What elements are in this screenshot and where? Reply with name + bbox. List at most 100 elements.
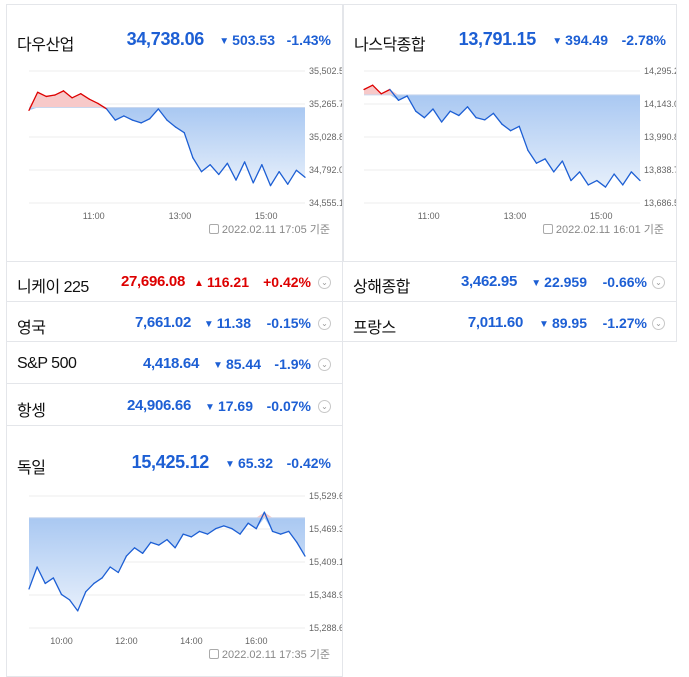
index-percent: -1.43% xyxy=(286,32,331,48)
series-line-segment xyxy=(255,511,266,530)
dow-card[interactable]: 다우산업 34,738.06 ▼503.53 -1.43% 35,502.563… xyxy=(6,4,343,262)
series-line-segment xyxy=(101,566,111,579)
series-line-segment xyxy=(85,582,95,593)
nikkei-row[interactable]: 니케이 225 27,696.08 ▲ 116.21 +0.42% ⌄ xyxy=(6,262,343,302)
series-line-segment xyxy=(97,102,108,110)
series-line-segment xyxy=(125,547,136,557)
shanghai-row[interactable]: 상해종합 3,462.95 ▼ 22.959 -0.66% ⌄ xyxy=(343,262,677,302)
series-line-segment xyxy=(231,528,241,535)
series-line-segment xyxy=(466,106,477,119)
x-tick-label: 10:00 xyxy=(50,636,73,646)
x-tick-label: 11:00 xyxy=(83,211,105,221)
series-area-up xyxy=(364,85,640,95)
y-tick-label: 15,469.38 xyxy=(309,524,342,534)
series-line-segment xyxy=(190,530,201,538)
chevron-down-icon[interactable]: ⌄ xyxy=(318,400,331,413)
chevron-down-icon[interactable]: ⌄ xyxy=(318,276,331,289)
index-percent: -1.27% xyxy=(602,315,647,331)
series-line-segment xyxy=(458,106,469,117)
france-row[interactable]: 프랑스 7,011.60 ▼ 89.95 -1.27% ⌄ xyxy=(343,302,677,342)
series-line-segment xyxy=(206,528,217,535)
index-name: 상해종합 xyxy=(353,279,410,296)
series-line-segment xyxy=(192,157,203,173)
series-line-segment xyxy=(158,538,168,546)
x-tick-label: 12:00 xyxy=(115,636,138,646)
index-value: 4,418.64 xyxy=(143,355,199,372)
chevron-down-icon[interactable]: ⌄ xyxy=(318,317,331,330)
y-tick-label: 13,686.55 xyxy=(644,198,676,208)
index-value: 34,738.06 xyxy=(126,29,205,49)
hangseng-row[interactable]: 항셍 24,906.66 ▼ 17.69 -0.07% ⌄ xyxy=(6,384,343,426)
uk-row[interactable]: 영국 7,661.02 ▼ 11.38 -0.15% ⌄ xyxy=(6,302,343,342)
germany-card[interactable]: 독일 15,425.12 ▼65.32 -0.42% 15,529.61 15,4… xyxy=(6,426,343,677)
series-line-segment xyxy=(295,169,306,178)
sp500-row[interactable]: S&P 500 4,418.64 ▼ 85.44 -1.9% ⌄ xyxy=(6,342,343,384)
series-line-segment xyxy=(114,115,125,121)
series-line-segment xyxy=(36,91,47,98)
series-line-segment xyxy=(36,566,46,585)
series-line-segment xyxy=(62,90,73,99)
series-line-segment xyxy=(157,108,168,121)
down-arrow-icon: ▼ xyxy=(203,319,214,330)
y-tick-label: 13,990.89 xyxy=(644,132,676,142)
down-arrow-icon: ▼ xyxy=(552,36,563,47)
y-tick-label: 35,265.72 xyxy=(309,99,342,109)
series-line-segment xyxy=(44,577,55,585)
series-line-segment xyxy=(68,599,79,612)
series-area-down xyxy=(29,107,305,186)
series-line-segment xyxy=(239,522,249,535)
y-tick-label: 15,409.15 xyxy=(309,557,342,567)
x-tick-label: 16:00 xyxy=(245,636,268,646)
index-change: ▼ 17.69 xyxy=(205,398,253,414)
series-area-up xyxy=(29,90,305,108)
y-tick-label: 34,555.19 xyxy=(309,198,342,208)
index-value: 7,011.60 xyxy=(467,314,523,331)
index-value: 15,425.12 xyxy=(131,452,210,472)
clock-icon xyxy=(542,224,553,234)
nasdaq-card[interactable]: 나스닥종합 13,791.15 ▼394.49 -2.78% 14,295.23… xyxy=(343,4,677,262)
index-change: ▼ 503.53 xyxy=(219,32,275,48)
series-line-segment xyxy=(45,94,56,98)
index-percent: -0.15% xyxy=(266,315,311,331)
y-tick-label: 15,529.61 xyxy=(309,491,342,501)
series-line-segment xyxy=(235,161,246,181)
series-line-segment xyxy=(287,169,298,185)
series-line-segment xyxy=(596,179,607,188)
index-change: ▼ 394.49 xyxy=(552,32,608,48)
index-change: ▼ 11.38 xyxy=(203,315,251,331)
index-change: ▲ 116.21 xyxy=(194,274,249,290)
timestamp: 2022.02.11 16:01 기준 xyxy=(542,221,664,237)
series-line-segment xyxy=(380,88,391,95)
series-line-segment xyxy=(174,126,185,134)
series-line-segment xyxy=(28,91,39,112)
series-line-segment xyxy=(561,160,572,182)
series-line-segment xyxy=(200,164,211,173)
series-line-segment xyxy=(622,171,633,186)
index-change: ▼ 22.959 xyxy=(531,274,587,290)
chevron-down-icon[interactable]: ⌄ xyxy=(652,276,665,289)
index-value: 27,696.08 xyxy=(120,273,185,290)
down-arrow-icon: ▼ xyxy=(539,319,549,330)
series-line-segment xyxy=(363,84,374,91)
index-name: 나스닥종합 xyxy=(354,37,426,54)
down-arrow-icon: ▼ xyxy=(213,360,223,371)
series-line-segment xyxy=(389,88,400,101)
series-line-segment xyxy=(406,95,417,112)
series-line-segment xyxy=(527,149,538,164)
series-line-segment xyxy=(123,115,134,121)
series-line-segment xyxy=(501,123,512,132)
chevron-down-icon[interactable]: ⌄ xyxy=(318,358,331,371)
index-name: 영국 xyxy=(17,320,46,337)
index-name: 독일 xyxy=(17,460,46,477)
series-line-segment xyxy=(174,533,184,549)
series-line-segment xyxy=(140,118,151,124)
series-line-segment xyxy=(271,530,282,535)
y-tick-label: 14,143.06 xyxy=(644,99,676,109)
index-change: ▼ 65.32 xyxy=(225,455,273,471)
index-value: 13,791.15 xyxy=(458,29,537,49)
series-line-segment xyxy=(93,577,103,585)
series-line-segment xyxy=(183,132,194,159)
down-arrow-icon: ▼ xyxy=(225,459,235,470)
series-line-segment xyxy=(182,533,193,538)
chevron-down-icon[interactable]: ⌄ xyxy=(652,317,665,330)
